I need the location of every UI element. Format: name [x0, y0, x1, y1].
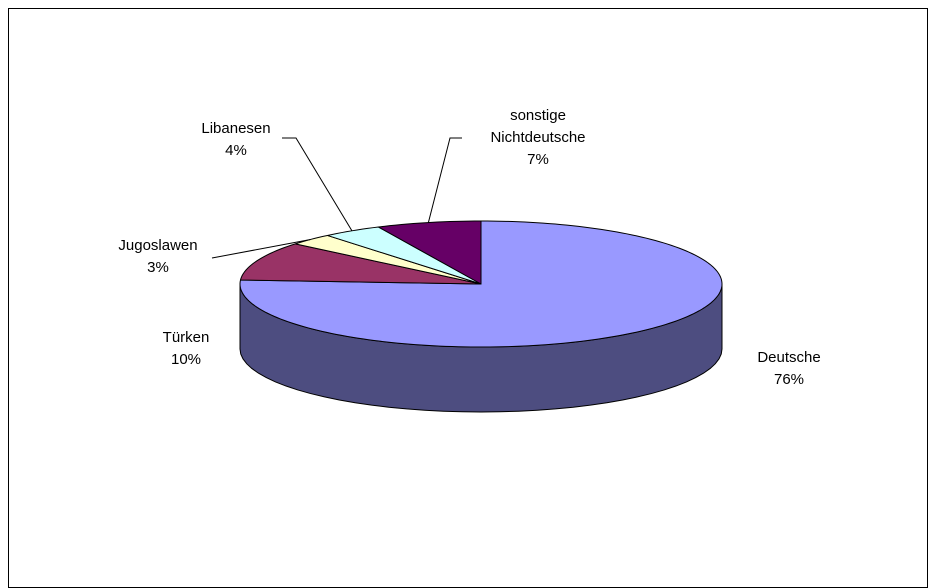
leader-lines: [211, 137, 462, 259]
pie-slice-sonstige: [377, 220, 482, 285]
label-value-tuerken: 10%: [171, 351, 201, 368]
label-name-jugoslawen: Jugoslawen: [118, 237, 197, 254]
label-name-sonstige-line1: sonstige: [510, 107, 566, 124]
label-name-tuerken: Türken: [163, 329, 210, 346]
label-name-libanesen: Libanesen: [201, 120, 270, 137]
pie-tops: [239, 220, 723, 348]
label-value-libanesen: 4%: [225, 142, 247, 159]
pie-slice-tuerken: [239, 243, 482, 285]
label-value-jugoslawen: 3%: [147, 259, 169, 276]
label-value-deutsche: 76%: [774, 371, 804, 388]
label-name-deutsche: Deutsche: [757, 349, 820, 366]
leader-line-libanesen: [282, 137, 353, 232]
leader-line-jugoslawen: [211, 239, 311, 259]
label-name-sonstige-line2: Nichtdeutsche: [490, 129, 585, 146]
label-value-sonstige: 7%: [527, 151, 549, 168]
leader-line-sonstige: [427, 137, 462, 223]
